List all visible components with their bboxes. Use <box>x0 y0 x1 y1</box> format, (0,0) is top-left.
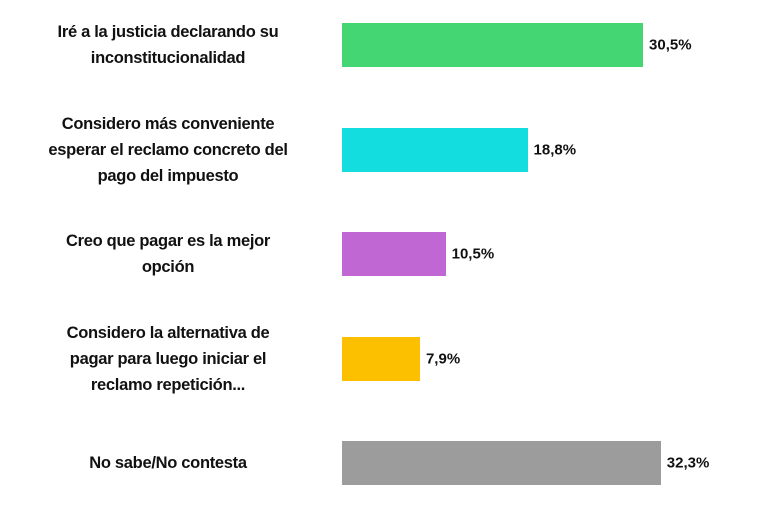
category-label-line: esperar el reclamo concreto del <box>48 141 288 159</box>
data-label: 18,8% <box>533 141 577 159</box>
category-label-line: Iré a la justicia declarando su <box>57 23 279 41</box>
category-label-line: Considero la alternativa de <box>66 324 270 342</box>
category-label: No sabe/No contesta <box>18 450 318 476</box>
bar <box>342 441 661 485</box>
bar <box>342 128 528 172</box>
bar <box>342 232 446 276</box>
category-label-line: No sabe/No contesta <box>89 454 247 472</box>
category-label-line: Creo que pagar es la mejor <box>65 232 271 250</box>
category-label: Creo que pagar es la mejor opción <box>18 228 318 280</box>
category-label-line: reclamo repetición... <box>90 376 246 394</box>
category-label: Considero la alternativa de pagar para lu… <box>18 320 318 398</box>
category-label-line: opción <box>141 258 195 276</box>
category-label-line: Considero más conveniente <box>61 115 275 133</box>
category-label: Considero más conveniente esperar el recl… <box>18 111 318 189</box>
data-label: 32,3% <box>666 454 710 472</box>
category-label-line: pago del impuesto <box>97 167 239 185</box>
category-label: Iré a la justicia declarando su inconstit… <box>18 19 318 71</box>
data-label: 7,9% <box>425 350 461 368</box>
bar <box>342 337 420 381</box>
category-label-line: pagar para luego iniciar el <box>69 350 267 368</box>
bar <box>342 23 644 67</box>
data-label: 10,5% <box>451 245 495 263</box>
category-label-line: inconstitucionalidad <box>90 49 246 67</box>
data-label: 30,5% <box>649 36 692 54</box>
